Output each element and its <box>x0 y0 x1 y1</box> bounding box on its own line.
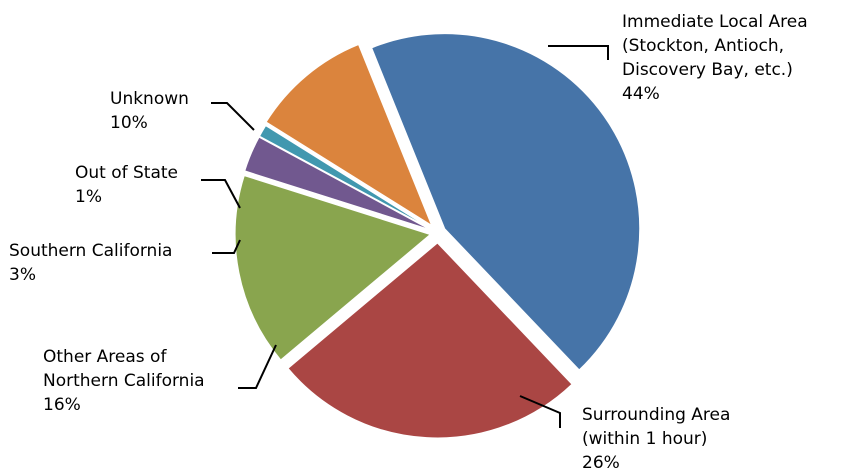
data-label-line: Unknown <box>110 89 189 109</box>
leader-line-3 <box>212 239 241 254</box>
data-label-line: Other Areas of <box>43 347 167 367</box>
pie-slice-4 <box>258 124 432 230</box>
data-label-2: Other Areas of Northern California 16% <box>43 347 205 415</box>
data-label-line: Out of State <box>75 163 178 183</box>
data-label-line: Surrounding Area <box>582 405 730 425</box>
data-label-percent: 26% <box>582 453 620 473</box>
data-label-4: Out of State 1% <box>75 163 178 207</box>
data-label-line: Immediate Local Area <box>622 12 808 32</box>
data-label-percent: 44% <box>622 84 660 104</box>
data-label-3: Southern California 3% <box>9 241 172 285</box>
leader-line-4 <box>201 179 241 209</box>
data-label-line: Discovery Bay, etc.) <box>622 60 793 80</box>
leader-line-1 <box>519 395 561 428</box>
leader-line-2 <box>238 344 277 389</box>
data-label-line: Southern California <box>9 241 172 261</box>
data-label-line: Northern California <box>43 371 205 391</box>
data-label-percent: 10% <box>110 113 148 133</box>
leader-line-0 <box>548 45 609 60</box>
data-label-5: Unknown 10% <box>110 89 189 133</box>
data-label-1: Surrounding Area (within 1 hour) 26% <box>582 405 730 473</box>
data-label-0: Immediate Local Area (Stockton, Antioch, D… <box>622 12 808 104</box>
pie-slice-5 <box>265 43 433 227</box>
pie-slice-0 <box>371 33 641 371</box>
pie-slice-1 <box>287 242 573 439</box>
leader-line-5 <box>211 102 255 131</box>
data-label-line: (Stockton, Antioch, <box>622 36 784 56</box>
data-label-percent: 16% <box>43 395 81 415</box>
data-label-percent: 1% <box>75 187 102 207</box>
pie-slice-2 <box>234 174 432 361</box>
pie-slice-3 <box>244 136 431 231</box>
data-label-line: (within 1 hour) <box>582 429 707 449</box>
data-label-percent: 3% <box>9 265 36 285</box>
